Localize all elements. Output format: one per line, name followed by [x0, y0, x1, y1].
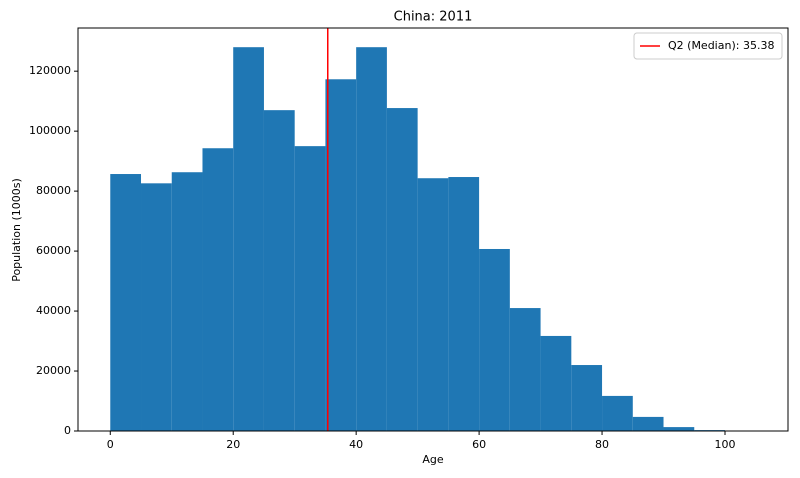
bar — [202, 148, 234, 431]
y-tick-label: 20000 — [36, 364, 71, 377]
x-tick-label: 60 — [472, 438, 486, 451]
bar — [233, 47, 264, 431]
bar — [663, 427, 695, 431]
x-tick-label: 80 — [595, 438, 609, 451]
bar — [110, 174, 142, 431]
bar — [448, 177, 480, 431]
bar — [632, 416, 664, 431]
bar — [356, 47, 387, 431]
y-tick-label: 60000 — [36, 244, 71, 257]
bar — [171, 172, 203, 431]
legend-label: Q2 (Median): 35.38 — [668, 39, 774, 52]
y-tick-label: 80000 — [36, 184, 71, 197]
y-tick-label: 40000 — [36, 304, 71, 317]
bar — [386, 108, 418, 431]
y-tick-label: 0 — [64, 424, 71, 437]
x-tick-label: 0 — [107, 438, 114, 451]
y-axis-label: Population (1000s) — [10, 178, 23, 282]
bar — [325, 79, 357, 432]
plot-frame — [77, 27, 789, 432]
bar — [540, 335, 572, 431]
legend-box — [633, 32, 783, 60]
bar — [263, 110, 295, 431]
bar — [417, 178, 449, 431]
y-tick-label: 120000 — [29, 64, 71, 77]
bar — [571, 365, 603, 431]
bar — [479, 248, 510, 431]
bar — [509, 308, 541, 431]
y-tick-label: 100000 — [29, 124, 71, 137]
bar — [141, 183, 172, 431]
chart-title: China: 2011 — [394, 10, 473, 25]
x-tick-label: 40 — [349, 438, 363, 451]
bar — [294, 146, 326, 432]
bar — [602, 395, 633, 431]
x-axis-label: Age — [422, 453, 444, 466]
x-tick-label: 100 — [714, 438, 735, 451]
x-tick-label: 20 — [226, 438, 240, 451]
